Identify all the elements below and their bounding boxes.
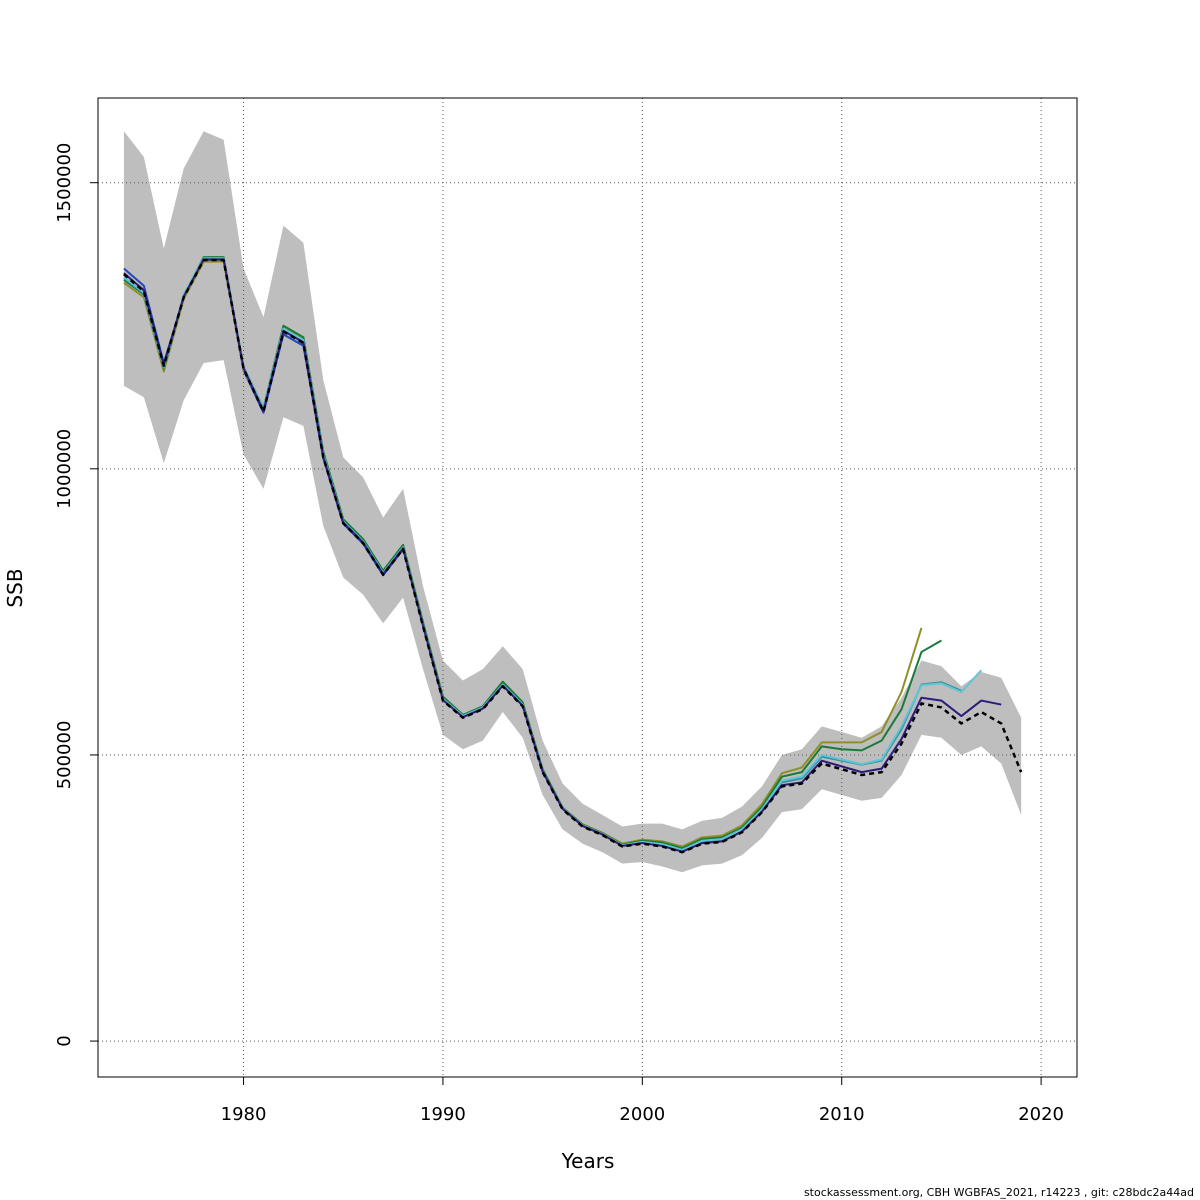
confidence-band-layer xyxy=(123,131,1022,873)
x-tick-label: 1980 xyxy=(221,1104,267,1125)
y-tick-label: 1000000 xyxy=(54,429,75,509)
y-tick-label: 0 xyxy=(54,1035,75,1046)
x-tick-label: 2020 xyxy=(1018,1104,1064,1125)
x-tick-label: 2000 xyxy=(619,1104,665,1125)
series-layer xyxy=(123,256,1023,854)
series-line-2018 xyxy=(123,258,1002,853)
x-tick-label: 1990 xyxy=(420,1104,466,1125)
grid-layer xyxy=(98,98,1077,1077)
confidence-band xyxy=(123,131,1022,873)
x-axis: 1980 1990 2000 2010 2020 xyxy=(221,1076,1064,1125)
x-tick-label: 2010 xyxy=(819,1104,865,1125)
y-tick-label: 500000 xyxy=(54,721,75,790)
y-tick-label: 1500000 xyxy=(54,143,75,223)
series-line-2019 xyxy=(123,258,1023,854)
y-axis: 0 500000 1000000 1500000 xyxy=(54,143,99,1047)
x-axis-title: Years xyxy=(561,1149,615,1173)
y-axis-title: SSB xyxy=(3,568,27,607)
plot-frame xyxy=(97,97,1078,1078)
footer-credit: stockassessment.org, CBH WGBFAS_2021, r1… xyxy=(803,1186,1194,1199)
